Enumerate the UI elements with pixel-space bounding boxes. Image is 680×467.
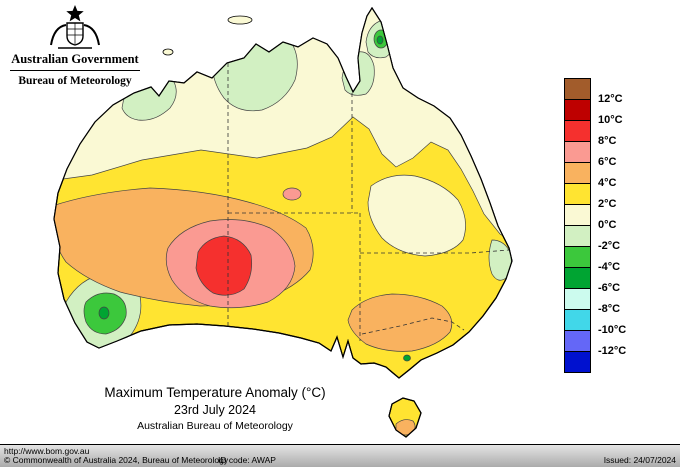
- legend-label: -4°C: [598, 261, 621, 273]
- legend-cell: [564, 225, 591, 247]
- border-nsw-vic: [361, 317, 465, 335]
- map-title: Maximum Temperature Anomaly (°C): [104, 385, 326, 400]
- legend-cell: [564, 141, 591, 163]
- header-divider: [10, 70, 140, 71]
- legend-cell: [564, 78, 591, 100]
- map-org: Australian Bureau of Meteorology: [137, 420, 293, 432]
- government-title: Australian Government: [11, 52, 139, 66]
- footer-bar: http://www.bom.gov.au © Commonwealth of …: [0, 444, 680, 467]
- island-northwest: [162, 48, 174, 56]
- legend-cell: [564, 99, 591, 121]
- legend-label: 8°C: [598, 135, 617, 147]
- bureau-title: Bureau of Meteorology: [18, 75, 132, 87]
- legend-label: 0°C: [598, 219, 617, 231]
- footer-issued: Issued: 24/07/2024: [603, 455, 676, 465]
- island-north: [227, 15, 253, 25]
- region-orange-southeast: [347, 293, 453, 352]
- legend-color-scale: [564, 78, 591, 373]
- region-cream-central-qld: [367, 174, 466, 257]
- legend-cell: [564, 267, 591, 289]
- region-darkgreen-victoria: [403, 354, 411, 362]
- legend-cell: [564, 288, 591, 310]
- legend-label: -6°C: [598, 282, 621, 294]
- legend-label: -8°C: [598, 303, 621, 315]
- legend-label: -12°C: [598, 345, 627, 357]
- state-borders: [227, 63, 510, 341]
- region-red-core: [195, 235, 253, 296]
- legend-label: 4°C: [598, 177, 617, 189]
- legend-label: -2°C: [598, 240, 621, 252]
- region-darkgreen-capeyork: [376, 35, 384, 45]
- legend-cell: [564, 351, 591, 373]
- footer-id-code: ID code: AWAP: [218, 455, 276, 465]
- coat-of-arms-icon: [50, 5, 100, 49]
- map-title-block: Maximum Temperature Anomaly (°C) 23rd Ju…: [40, 384, 390, 433]
- legend-label: 2°C: [598, 198, 617, 210]
- region-salmon-spot-north: [282, 187, 302, 201]
- legend-label: -10°C: [598, 324, 627, 336]
- legend-label: 12°C: [598, 93, 623, 105]
- legend-label: 10°C: [598, 114, 623, 126]
- map-date: 23rd July 2024: [173, 403, 256, 417]
- footer-url: http://www.bom.gov.au: [4, 446, 90, 456]
- australia-anomaly-map-svg: [53, 7, 513, 438]
- region-darkgreen-southwest: [98, 306, 110, 320]
- legend-cell: [564, 309, 591, 331]
- legend-cell: [564, 120, 591, 142]
- legend-cell: [564, 183, 591, 205]
- bom-header: Australian Government Bureau of Meteorol…: [8, 4, 142, 88]
- border-qld-nsw: [360, 249, 510, 254]
- legend-cell: [564, 246, 591, 268]
- legend-cell: [564, 162, 591, 184]
- legend-label: 6°C: [598, 156, 617, 168]
- footer-copyright: © Commonwealth of Australia 2024, Bureau…: [4, 455, 229, 465]
- legend-cell: [564, 204, 591, 226]
- legend-cell: [564, 330, 591, 352]
